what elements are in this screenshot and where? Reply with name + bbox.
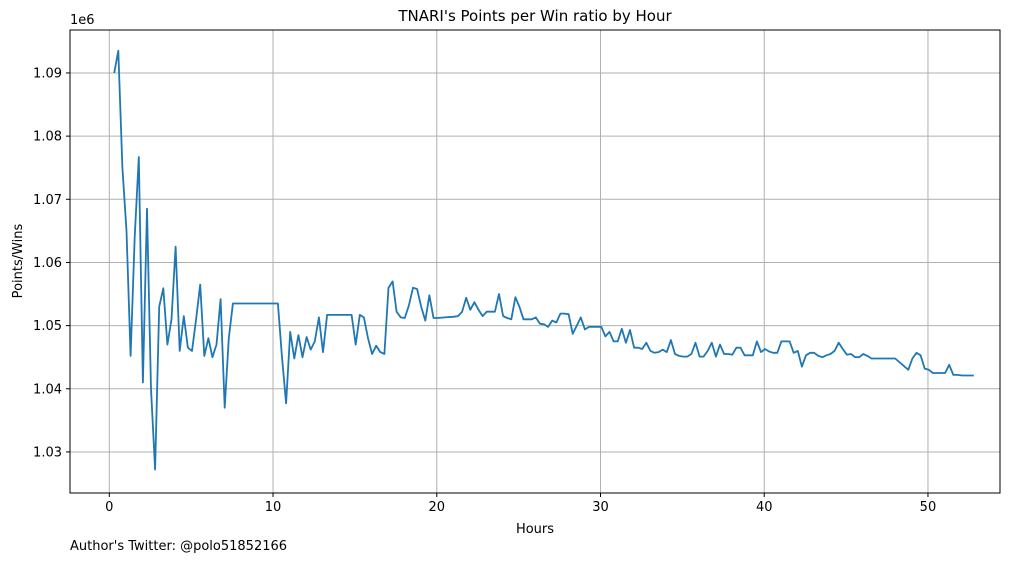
y-offset-label: 1e6 bbox=[70, 13, 95, 28]
chart-title: TNARI's Points per Win ratio by Hour bbox=[397, 7, 672, 25]
series-group bbox=[113, 49, 974, 471]
x-tick-label: 30 bbox=[592, 500, 609, 515]
x-tick-label: 0 bbox=[105, 500, 113, 515]
y-tick-label: 1.05 bbox=[33, 319, 62, 334]
x-axis-label: Hours bbox=[516, 522, 554, 537]
plot-frame bbox=[69, 29, 1001, 494]
x-tick-label: 10 bbox=[265, 500, 282, 515]
grid-lines bbox=[70, 30, 1000, 493]
x-axis: 0 10 20 30 40 50 bbox=[105, 493, 936, 515]
y-tick-label: 1.08 bbox=[33, 130, 62, 145]
y-tick-label: 1.09 bbox=[33, 66, 62, 81]
y-tick-label: 1.04 bbox=[33, 382, 62, 397]
y-axis-label: Points/Wins bbox=[11, 223, 26, 298]
y-tick-label: 1.07 bbox=[33, 193, 62, 208]
y-axis: 1.03 1.04 1.05 1.06 1.07 1.08 1.09 bbox=[33, 66, 70, 460]
x-tick-label: 50 bbox=[920, 500, 937, 515]
author-credit: Author's Twitter: @polo51852166 bbox=[70, 539, 287, 554]
series-line bbox=[113, 49, 974, 471]
y-tick-label: 1.06 bbox=[33, 256, 62, 271]
x-tick-label: 40 bbox=[756, 500, 773, 515]
x-tick-label: 20 bbox=[428, 500, 445, 515]
y-tick-label: 1.03 bbox=[33, 445, 62, 460]
